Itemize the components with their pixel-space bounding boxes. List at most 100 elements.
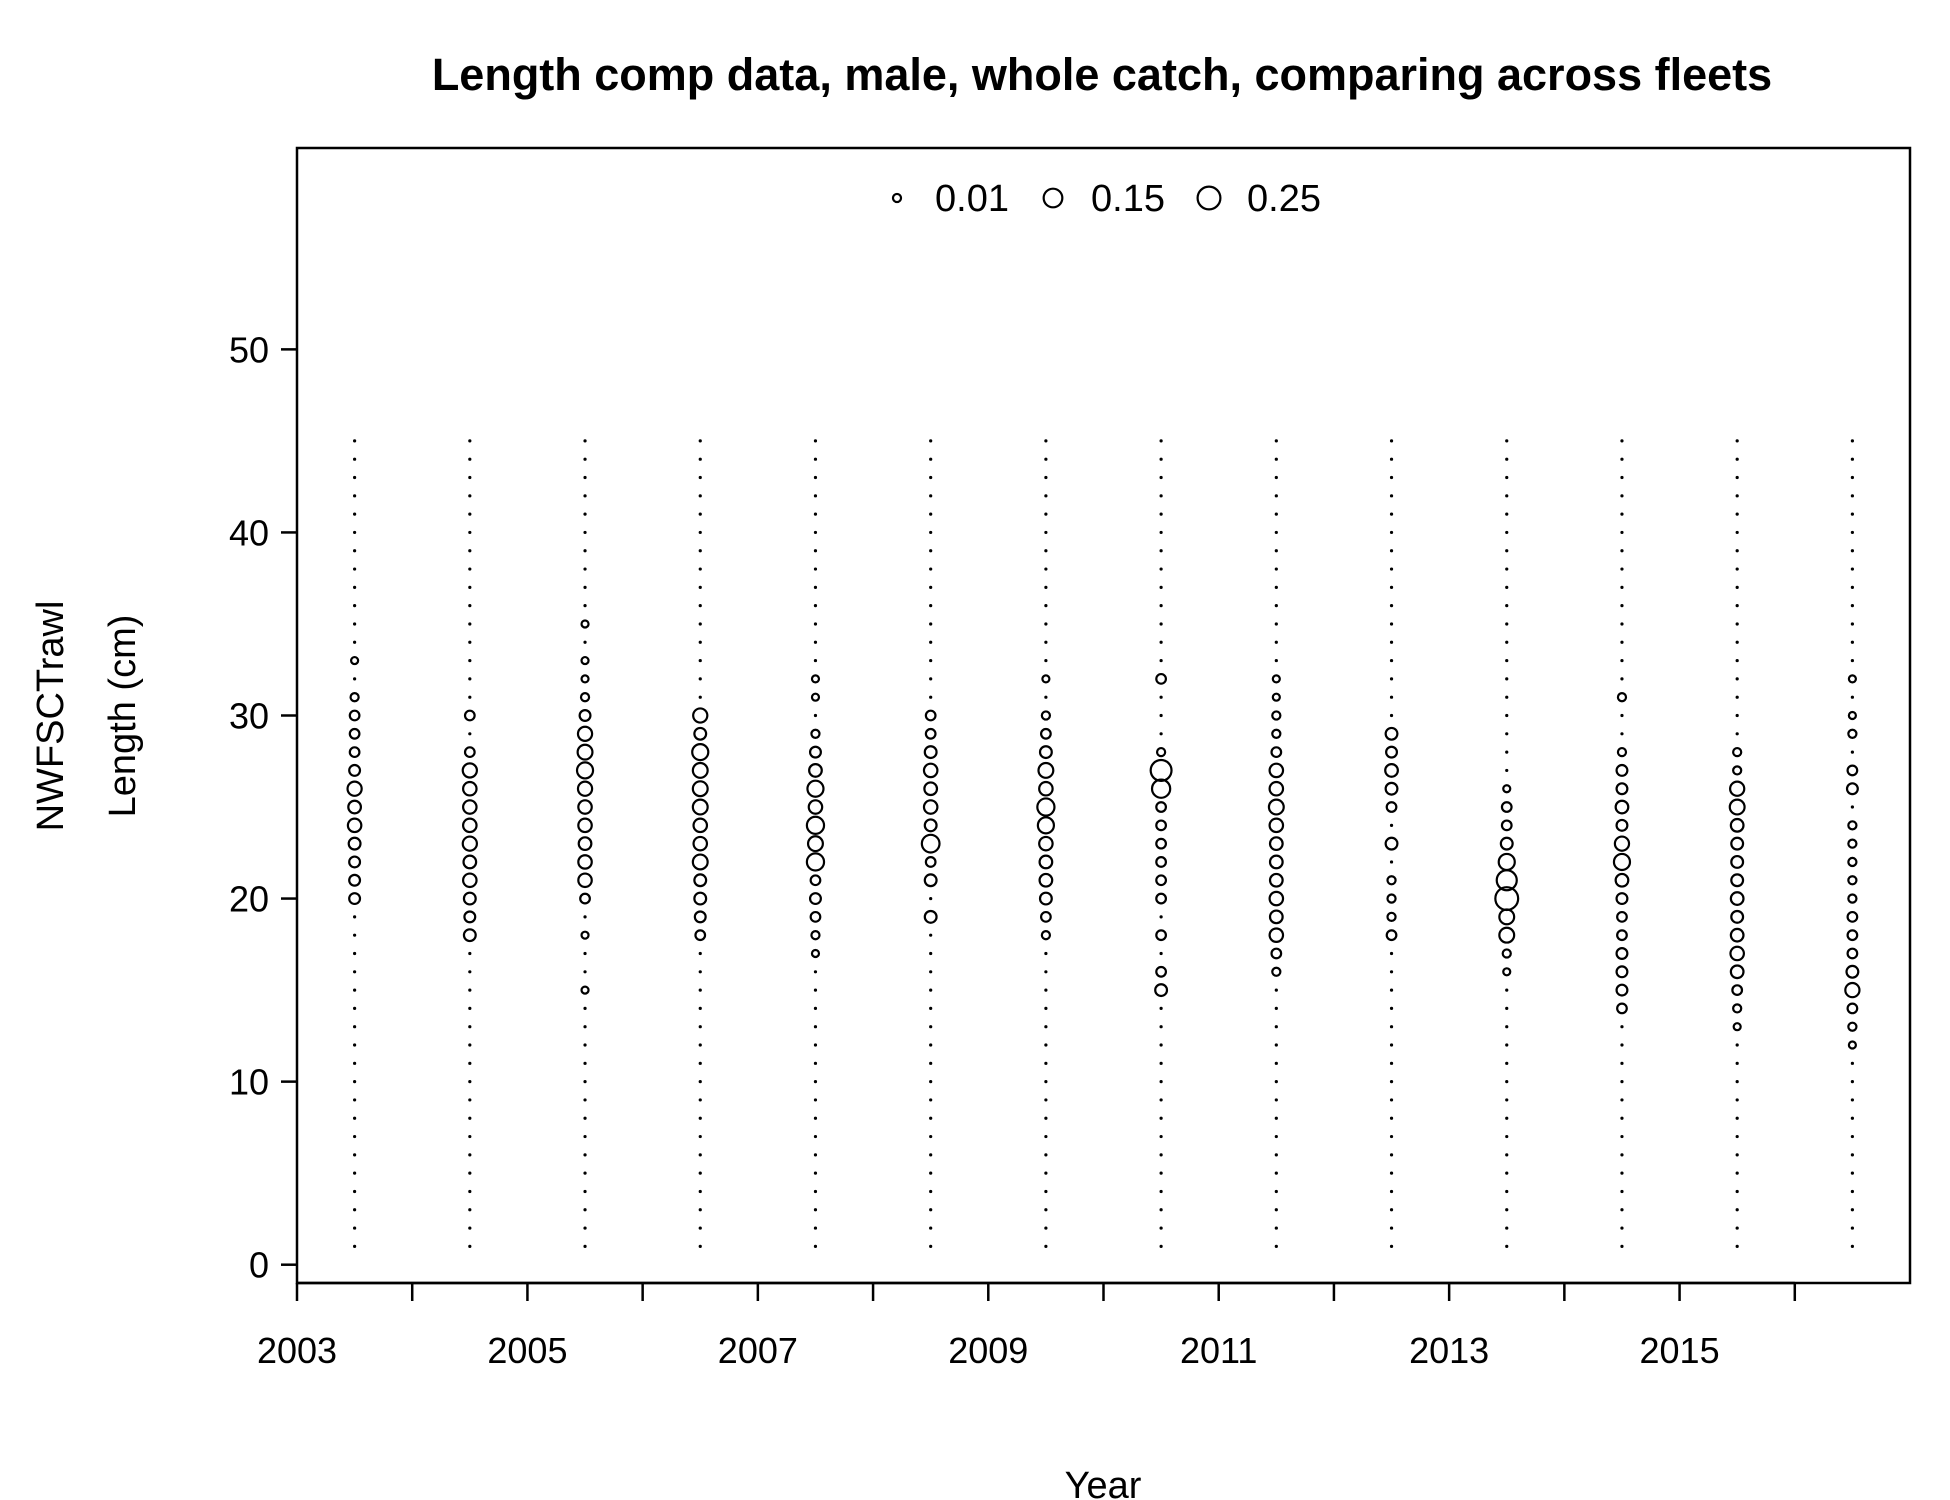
- zero-point: [1505, 1098, 1509, 1102]
- bubble: [580, 619, 590, 629]
- zero-point: [1505, 567, 1509, 571]
- zero-point: [698, 1153, 702, 1157]
- zero-point: [583, 567, 587, 571]
- zero-point: [1620, 1098, 1624, 1102]
- zero-point: [1505, 604, 1509, 608]
- year-column: [1728, 439, 1746, 1248]
- zero-point: [1389, 823, 1394, 827]
- zero-point: [929, 933, 933, 937]
- bubble: [1732, 1022, 1742, 1032]
- zero-point: [1505, 640, 1509, 644]
- zero-point: [1044, 640, 1048, 644]
- zero-point: [1505, 1025, 1509, 1029]
- zero-point: [1044, 1171, 1048, 1175]
- bubble: [348, 855, 362, 869]
- zero-point: [1735, 640, 1739, 644]
- chart-title: Length comp data, male, whole catch, com…: [432, 49, 1772, 100]
- zero-point: [1389, 1244, 1394, 1248]
- zero-point: [1735, 1244, 1739, 1248]
- zero-point: [1274, 530, 1278, 535]
- zero-point: [1505, 1244, 1509, 1248]
- bubble: [810, 674, 821, 684]
- y-tick-label: 20: [229, 879, 269, 920]
- bubble: [1040, 710, 1052, 721]
- bubble: [1268, 836, 1284, 852]
- year-column: [1149, 439, 1173, 1248]
- bubble: [810, 692, 821, 702]
- zero-point: [468, 677, 472, 681]
- x-tick-label: 2003: [257, 1330, 337, 1371]
- zero-point: [1850, 1208, 1854, 1212]
- bubble: [809, 910, 822, 923]
- zero-point: [698, 640, 702, 644]
- zero-point: [1389, 713, 1394, 718]
- zero-point: [1159, 1134, 1163, 1139]
- zero-point: [468, 585, 472, 589]
- bubble: [1614, 872, 1630, 888]
- zero-point: [583, 1226, 587, 1230]
- zero-point: [1044, 439, 1048, 443]
- zero-point: [353, 1134, 357, 1139]
- bubble: [347, 799, 363, 815]
- zero-point: [1850, 1189, 1854, 1194]
- zero-point: [583, 1006, 587, 1011]
- zero-point: [1620, 732, 1624, 736]
- bubble: [1150, 778, 1172, 799]
- zero-point: [1735, 1208, 1739, 1212]
- zero-point: [1274, 549, 1278, 553]
- zero-point: [353, 677, 357, 681]
- bubble: [1270, 947, 1283, 960]
- bubble: [1616, 746, 1628, 758]
- bubble: [1386, 911, 1397, 923]
- zero-point: [468, 622, 472, 626]
- zero-point: [353, 1080, 357, 1084]
- bubble: [1385, 801, 1398, 813]
- zero-point: [1620, 494, 1624, 498]
- zero-point: [1735, 1061, 1739, 1065]
- zero-point: [1274, 604, 1278, 608]
- zero-point: [1505, 695, 1509, 699]
- bubble: [920, 833, 941, 854]
- zero-point: [698, 658, 702, 663]
- bubble: [1386, 893, 1397, 904]
- bubble: [1612, 852, 1632, 872]
- bubble: [577, 799, 593, 815]
- bubble: [1268, 762, 1285, 779]
- zero-point: [353, 951, 357, 956]
- zero-point: [1620, 1134, 1624, 1139]
- zero-point: [929, 896, 933, 901]
- zero-point: [1620, 457, 1624, 461]
- x-tick-label: 2009: [948, 1330, 1028, 1371]
- zero-point: [583, 530, 587, 535]
- zero-point: [1735, 695, 1739, 699]
- zero-point: [1044, 1025, 1048, 1029]
- zero-point: [1159, 567, 1163, 571]
- zero-point: [468, 732, 472, 736]
- zero-point: [1159, 1208, 1163, 1212]
- bubble: [1729, 927, 1745, 943]
- zero-point: [1505, 1116, 1509, 1120]
- bubble: [808, 763, 823, 778]
- zero-point: [583, 549, 587, 553]
- zero-point: [1044, 585, 1048, 589]
- zero-point: [813, 1171, 818, 1175]
- y-axis-label: Length (cm): [102, 615, 144, 818]
- zero-point: [1505, 1208, 1509, 1212]
- zero-point: [353, 604, 357, 608]
- zero-point: [1274, 1098, 1278, 1102]
- zero-point: [1274, 1025, 1278, 1029]
- zero-point: [1389, 1043, 1394, 1047]
- zero-point: [468, 1080, 472, 1084]
- legend-label: 0.01: [935, 178, 1009, 220]
- bubble: [1036, 797, 1056, 817]
- zero-point: [1159, 1061, 1163, 1065]
- zero-point: [583, 970, 587, 974]
- zero-point: [929, 1226, 933, 1230]
- zero-point: [1274, 622, 1278, 626]
- zero-point: [468, 1189, 472, 1194]
- zero-point: [1620, 1061, 1624, 1065]
- zero-point: [1159, 1098, 1163, 1102]
- zero-point: [1159, 1006, 1163, 1011]
- bubble: [1847, 875, 1858, 886]
- zero-point: [1735, 1153, 1739, 1157]
